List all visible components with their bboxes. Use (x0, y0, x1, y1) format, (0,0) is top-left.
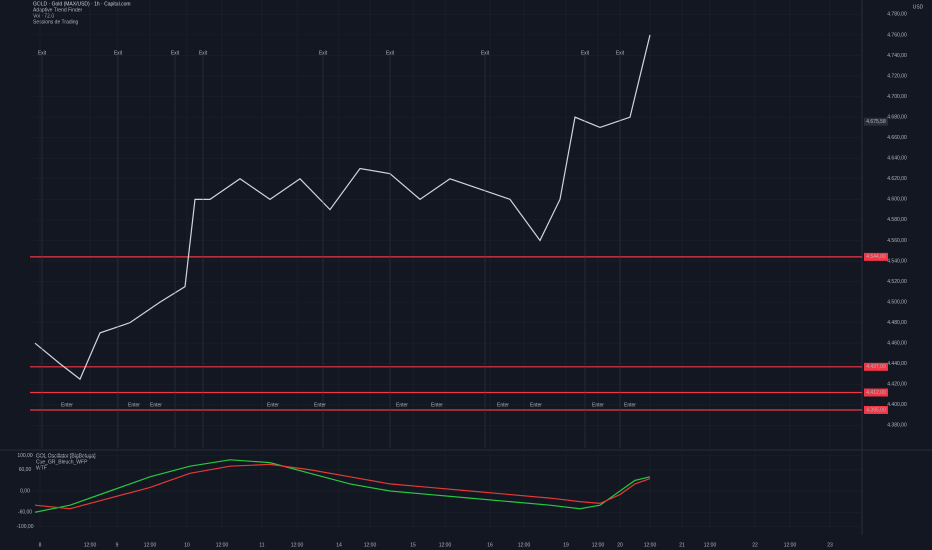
x-tick-label: 21 (679, 542, 685, 548)
x-tick-label: 10 (184, 542, 190, 548)
level-tag (864, 405, 888, 414)
price-line (34, 463, 651, 510)
price-tag (864, 117, 888, 126)
price-label: 4.675,58 (866, 119, 886, 125)
exit-label: Exit (386, 50, 395, 56)
enter-label: Enter (624, 402, 636, 408)
y-tick-label: 4.500,00 (887, 299, 907, 305)
x-tick-label: 8 (39, 542, 42, 548)
y-tick-label: 4.520,00 (887, 279, 907, 285)
level-tag (864, 252, 888, 261)
y-tick-label: 4.600,00 (887, 197, 907, 203)
y-tick-label: 4.480,00 (887, 320, 907, 326)
y-tick-label: 0,00 (20, 488, 30, 494)
level-tag (864, 362, 888, 371)
exit-label: Exit (38, 50, 47, 56)
x-tick-label: 12:00 (439, 542, 452, 548)
currency: USD (913, 4, 924, 10)
level-label: 4.437,00 (866, 364, 886, 370)
x-tick-label: 12:00 (592, 542, 605, 548)
y-tick-label: 4.380,00 (887, 423, 907, 429)
y-tick-label: 4.700,00 (887, 94, 907, 100)
exit-label: Exit (319, 50, 328, 56)
x-tick-label: 20 (617, 542, 623, 548)
enter-label: Enter (128, 402, 140, 408)
y-tick-label: 4.440,00 (887, 361, 907, 367)
x-tick-label: 12:00 (704, 542, 717, 548)
enter-label: Enter (61, 402, 73, 408)
y-tick-label: 4.580,00 (887, 217, 907, 223)
level-tag (864, 388, 888, 397)
x-tick-label: 12:00 (216, 542, 229, 548)
y-tick-label: 4.660,00 (887, 135, 907, 141)
level-label: 4.544,00 (866, 254, 886, 260)
y-tick-label: 4.780,00 (887, 12, 907, 18)
symbol: GOLD · Gold (MAX/USD) · 1h · Capital.com (33, 1, 131, 7)
x-tick-label: 12:00 (364, 542, 377, 548)
x-tick-label: 9 (116, 542, 119, 548)
x-tick-label: 15 (410, 542, 416, 548)
y-tick-label: 4.620,00 (887, 176, 907, 182)
exit-label: Exit (199, 50, 208, 56)
enter-label: Enter (592, 402, 604, 408)
enter-label: Enter (150, 402, 162, 408)
y-tick-label: 4.400,00 (887, 402, 907, 408)
exit-label: Exit (581, 50, 590, 56)
y-tick-label: 4.740,00 (887, 53, 907, 59)
osc-note: WTF (36, 465, 47, 471)
osc-title: GOL Oscillator [BigBeluga] (36, 453, 96, 459)
indicator: Vol · 72.0 (33, 13, 54, 19)
y-tick-label: 4.720,00 (887, 73, 907, 79)
x-tick-label: 12:00 (644, 542, 657, 548)
x-tick-label: 12:00 (784, 542, 797, 548)
x-tick-label: 12:00 (518, 542, 531, 548)
exit-label: Exit (114, 50, 123, 56)
enter-label: Enter (431, 402, 443, 408)
osc-subtitle: Cue_GR_Bleuch_WFP (36, 459, 88, 465)
x-tick-label: 14 (336, 542, 342, 548)
y-tick-label: 4.680,00 (887, 114, 907, 120)
exit-label: Exit (481, 50, 490, 56)
price-line (34, 34, 651, 381)
enter-label: Enter (530, 402, 542, 408)
indicator: Adaptive Trend Finder (33, 7, 83, 13)
x-tick-label: 16 (487, 542, 493, 548)
y-tick-label: 4.540,00 (887, 258, 907, 264)
price-line (34, 459, 651, 513)
x-tick-label: 19 (563, 542, 569, 548)
y-tick-label: 100,00 (17, 453, 33, 459)
enter-label: Enter (497, 402, 509, 408)
y-tick-label: -60,00 (18, 510, 32, 516)
level-label: 4.412,00 (866, 390, 886, 396)
x-tick-label: 12:00 (144, 542, 157, 548)
y-tick-label: 4.560,00 (887, 238, 907, 244)
y-tick-label: -100,00 (17, 524, 34, 530)
x-tick-label: 12:00 (84, 542, 97, 548)
exit-label: Exit (616, 50, 625, 56)
x-tick-label: 22 (752, 542, 758, 548)
x-tick-label: 23 (827, 542, 833, 548)
enter-label: Enter (396, 402, 408, 408)
x-tick-label: 12:00 (291, 542, 304, 548)
exit-label: Exit (171, 50, 180, 56)
y-tick-label: 4.640,00 (887, 156, 907, 162)
y-tick-label: 4.460,00 (887, 341, 907, 347)
enter-label: Enter (314, 402, 326, 408)
x-tick-label: 11 (259, 542, 264, 548)
y-tick-label: 60,00 (19, 467, 32, 473)
y-tick-label: 4.760,00 (887, 32, 907, 38)
y-tick-label: 4.420,00 (887, 382, 907, 388)
level-label: 4.395,00 (866, 407, 886, 413)
indicator: Sessions de Trading (33, 19, 79, 25)
enter-label: Enter (267, 402, 279, 408)
